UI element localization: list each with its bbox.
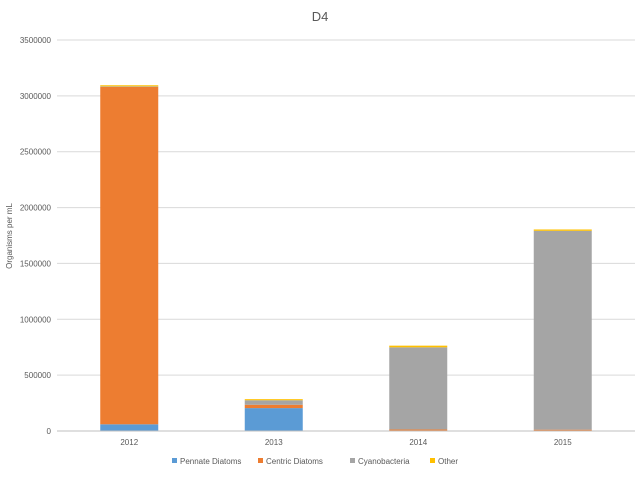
y-tick-label: 500000 — [24, 371, 51, 380]
legend-label: Pennate Diatoms — [180, 457, 241, 466]
bar-segment — [100, 86, 159, 87]
legend-swatch — [430, 458, 435, 463]
y-tick-label: 3500000 — [20, 36, 52, 45]
axes: 0 500000 1000000 1500000 2000000 2500000 30000… — [20, 36, 635, 447]
bar-segment — [389, 345, 448, 348]
legend: Pennate Diatoms Centric Diatoms Cyanobacte… — [172, 457, 458, 466]
bar-segment — [533, 230, 592, 430]
y-tick-label: 2000000 — [20, 204, 52, 213]
bar-segment — [100, 86, 159, 425]
y-tick-label: 1500000 — [20, 259, 52, 268]
x-tick-label: 2012 — [120, 438, 138, 447]
legend-label: Cyanobacteria — [358, 457, 410, 466]
bar-segment — [244, 400, 303, 405]
bar-segment — [533, 429, 592, 431]
x-tick-label: 2014 — [409, 438, 427, 447]
bars — [100, 85, 592, 431]
y-tick-label: 2500000 — [20, 148, 52, 157]
bar-segment — [244, 404, 303, 409]
x-tick-label: 2013 — [265, 438, 283, 447]
bar-segment — [100, 424, 159, 431]
bar-segment — [100, 85, 159, 87]
legend-swatch — [172, 458, 177, 463]
y-tick-label: 1000000 — [20, 315, 52, 324]
bar-segment — [244, 399, 303, 401]
chart-title: D4 — [312, 9, 329, 24]
legend-swatch — [258, 458, 263, 463]
legend-swatch — [350, 458, 355, 463]
bar-segment — [533, 229, 592, 231]
bar-segment — [389, 347, 448, 430]
y-axis-label: Organisms per mL — [5, 203, 14, 269]
y-tick-label: 0 — [47, 427, 52, 436]
y-tick-label: 3000000 — [20, 92, 52, 101]
legend-label: Other — [438, 457, 458, 466]
x-tick-label: 2015 — [554, 438, 572, 447]
bar-segment — [389, 429, 448, 431]
legend-label: Centric Diatoms — [266, 457, 323, 466]
bar-segment — [244, 408, 303, 431]
